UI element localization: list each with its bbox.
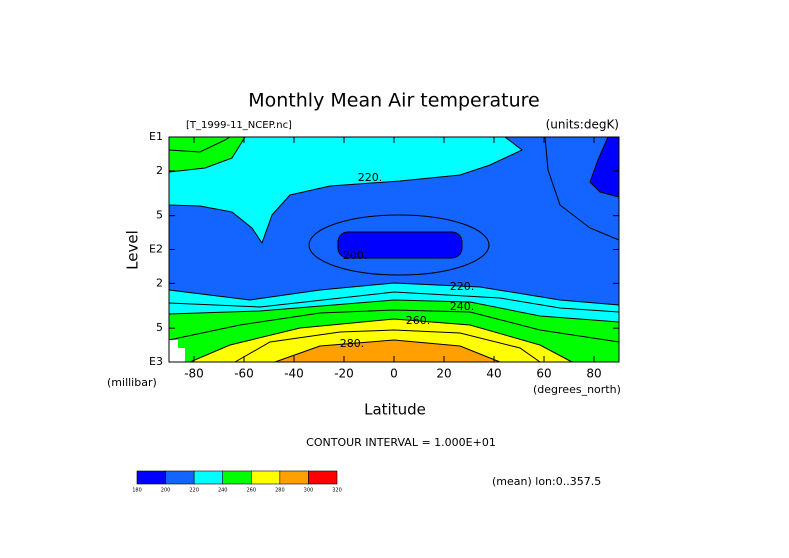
y-tick-label: 2 bbox=[156, 276, 163, 289]
y-tick-label: 5 bbox=[156, 321, 163, 334]
contour-band bbox=[337, 231, 463, 259]
colorbar-label: 240 bbox=[218, 488, 228, 494]
contour-label: 220. bbox=[450, 280, 475, 293]
y-tick-label: E1 bbox=[149, 130, 163, 143]
colorbar-label: 200 bbox=[161, 488, 171, 494]
y-axis-label: Level bbox=[124, 230, 142, 270]
contour-band bbox=[168, 136, 523, 244]
x-tick-label: 20 bbox=[436, 367, 451, 381]
note: (mean) lon:0..357.5 bbox=[492, 475, 601, 488]
x-axis-label: Latitude bbox=[364, 401, 426, 419]
contour-label: 200. bbox=[343, 249, 368, 262]
x-tick-label: -80 bbox=[184, 367, 204, 381]
contour-label: 240. bbox=[450, 300, 475, 313]
contour-label: 260. bbox=[406, 314, 431, 327]
contour-band bbox=[189, 318, 573, 363]
y-tick-label: E2 bbox=[149, 243, 163, 256]
colorbar-label: 280 bbox=[275, 488, 285, 494]
colorbar-box bbox=[165, 470, 195, 485]
x-tick-label: 0 bbox=[390, 367, 398, 381]
colorbar-box bbox=[193, 470, 224, 485]
x-tick-label: -60 bbox=[234, 367, 254, 381]
colorbar-label: 180 bbox=[132, 488, 142, 494]
colorbar-label: 300 bbox=[304, 488, 314, 494]
y-tick-label: 5 bbox=[156, 209, 163, 222]
contour-label: 220. bbox=[358, 171, 383, 184]
colorbar-box bbox=[136, 470, 166, 485]
x-tick-label: 40 bbox=[486, 367, 501, 381]
source-label: [T_1999-11_NCEP.nc] bbox=[186, 120, 292, 131]
x-tick-label: -40 bbox=[284, 367, 304, 381]
colorbar-label: 220 bbox=[189, 488, 199, 494]
contour-line bbox=[168, 136, 231, 153]
contour-line bbox=[168, 291, 620, 313]
colorbar-label: 320 bbox=[332, 488, 342, 494]
x-unit-label: (degrees_north) bbox=[533, 383, 621, 396]
colorbar-box bbox=[308, 470, 338, 485]
contour-label: 280. bbox=[340, 337, 365, 350]
chart-title: Monthly Mean Air temperature bbox=[248, 90, 539, 112]
missing-data bbox=[169, 340, 185, 362]
contour-line bbox=[544, 136, 620, 241]
colorbar-box bbox=[222, 470, 252, 485]
x-tick-label: -20 bbox=[334, 367, 354, 381]
x-tick-label: 80 bbox=[586, 367, 601, 381]
units-label: (units:degK) bbox=[546, 118, 619, 132]
colorbar-box bbox=[250, 470, 281, 485]
colorbar-box bbox=[279, 470, 309, 485]
colorbar-label: 260 bbox=[247, 488, 257, 494]
contour-interval: CONTOUR INTERVAL = 1.000E+01 bbox=[306, 436, 496, 449]
y-tick-label: E3 bbox=[149, 355, 163, 368]
contour-line bbox=[234, 329, 541, 363]
y-unit-label: (millibar) bbox=[107, 376, 157, 389]
y-tick-label: 2 bbox=[156, 164, 163, 177]
contour-line bbox=[308, 214, 490, 276]
x-tick-label: 60 bbox=[536, 367, 551, 381]
contour-line bbox=[168, 309, 620, 343]
